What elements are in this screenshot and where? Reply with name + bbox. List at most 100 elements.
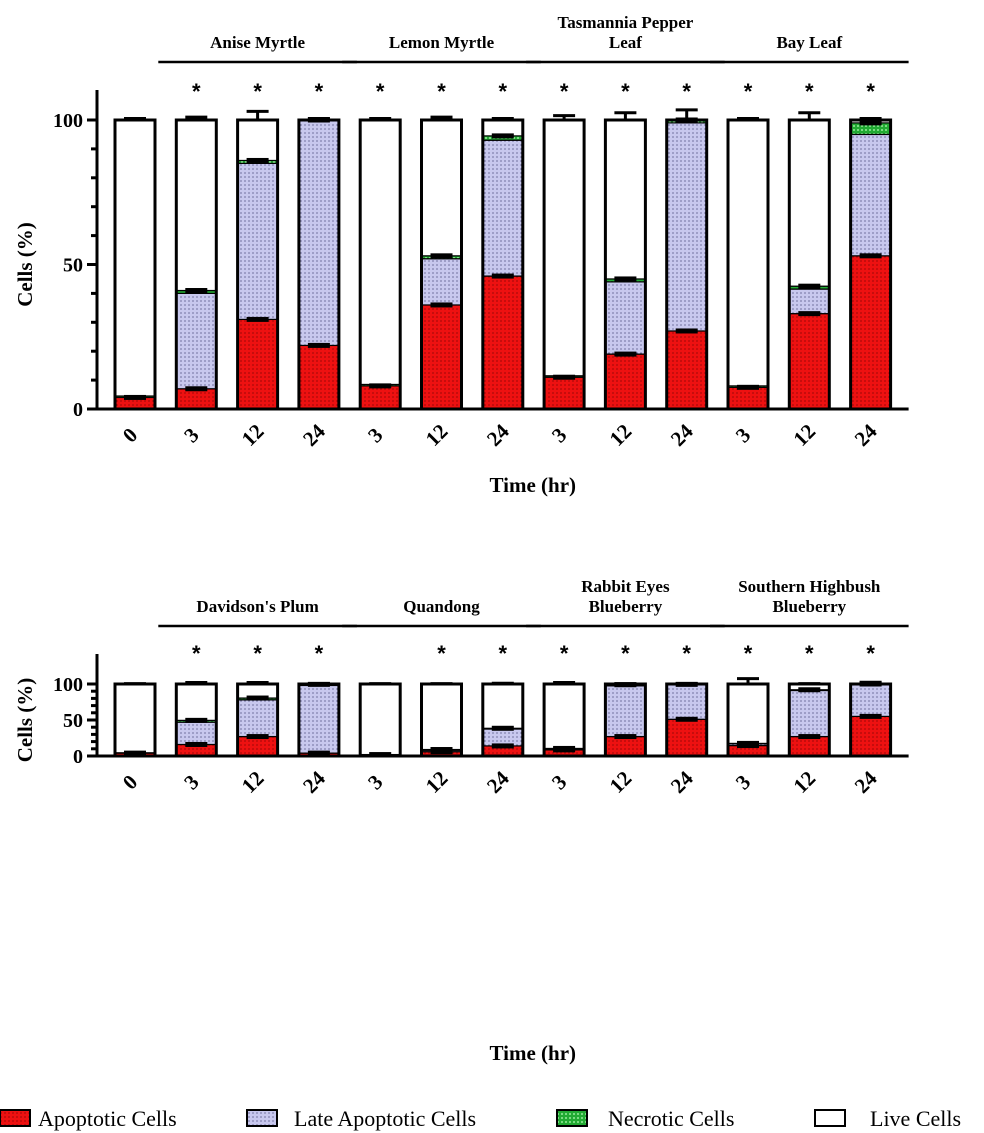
significance-star: * [621,79,630,104]
group-label: Quandong [403,597,480,616]
error-cap-inner [675,117,698,123]
error-cap-inner [185,288,208,294]
significance-star: * [744,641,753,666]
bar-segment-live [420,683,463,751]
error-cap-inner [859,713,882,719]
error-cap-inner [859,681,882,687]
error-cap-inner [614,734,637,740]
bar-segment-late [482,728,524,747]
top-chart-panel: 0 50 100 Cells (%) 0 3 * 12 * 24 * 3 * 12 * 24 * 3 * 12 * 24 *… [13,13,909,497]
error-cap-inner [491,743,514,749]
legend-swatch-necrotic [556,1109,588,1127]
error-cap-inner [369,752,392,758]
x-tick-label: 24 [482,766,514,798]
bar-segment-live [114,119,156,397]
y-tick-label: 0 [73,399,83,421]
significance-star: * [621,641,630,666]
group-label: Rabbit Eyes [581,577,670,596]
error-cap-inner [124,394,146,400]
bar-segment-apoptotic [420,304,463,410]
bar-segment-late [482,139,524,277]
group-label: Blueberry [772,597,846,616]
bar-segment-apoptotic [604,353,647,410]
significance-star: * [682,641,691,666]
significance-star: * [560,641,569,666]
significance-star: * [744,79,753,104]
bar-segment-apoptotic [482,275,524,410]
error-cap-inner [369,383,392,389]
significance-star: * [253,79,262,104]
bar-segment-live [482,683,524,729]
error-cap-inner [185,717,208,723]
error-cap-inner [737,740,759,746]
x-tick-label: 3 [547,770,571,794]
group-label: Blueberry [589,597,663,616]
x-tick-label: 24 [850,766,882,798]
bar-segment-late [849,683,892,718]
error-cap-inner [737,384,759,390]
bar-segment-apoptotic [237,318,279,410]
x-tick-label: 12 [421,419,453,451]
legend-swatch-apoptotic [0,1109,31,1127]
error-cap-inner [859,120,882,126]
x-tick-label: 12 [605,419,637,451]
error-cap-inner [307,342,330,348]
bottom-chart-panel: 0 50 100 Cells (%) 0 3 * 12 * 24 * 3 12 * 24 * 3 * 12 * 24 * 3… [13,577,909,1065]
error-cap-inner [185,741,208,747]
error-cap-inner [675,716,698,722]
significance-star: * [192,641,201,666]
bar-segment-late [604,281,647,355]
group-label: Southern Highbush [738,577,881,596]
bar-segment-apoptotic [788,313,830,410]
significance-star: * [499,641,508,666]
bar-segment-live [543,683,585,750]
x-tick-label: 3 [731,423,755,447]
significance-star: * [376,79,385,104]
x-tick-label: 0 [118,423,142,447]
significance-star: * [499,79,508,104]
x-tick-label: 12 [788,766,820,798]
error-cap-inner [798,734,821,740]
significance-star: * [805,79,814,104]
error-cap-inner [675,681,698,687]
error-cap-inner [491,725,514,731]
legend-label-live: Live Cells [870,1106,961,1131]
y-tick-label: 50 [63,255,83,277]
bar-segment-late [788,689,830,738]
x-tick-label: 12 [421,766,453,798]
bar-segment-live [788,119,830,287]
bar-segment-late [175,721,217,746]
legend-label-late: Late Apoptotic Cells [294,1106,476,1131]
error-cap-inner [675,328,698,334]
bar-segment-late [175,292,217,390]
bar-segment-late [849,133,892,257]
bar-segment-apoptotic [788,735,830,757]
bar-segment-late [666,684,708,720]
error-cap-inner [798,311,821,317]
group-label: Lemon Myrtle [389,33,495,52]
chart-legend: Apoptotic Cells Late Apoptotic Cells Necro… [0,1106,961,1131]
x-tick-label: 3 [179,770,203,794]
y-tick-label: 100 [53,110,83,132]
x-tick-label: 12 [237,766,269,798]
bar-segment-live [727,119,769,387]
x-tick-label: 3 [547,423,571,447]
bar-segment-apoptotic [175,388,217,410]
bar-segment-late [237,162,279,321]
error-cap-inner [246,157,269,163]
significance-star: * [560,79,569,104]
bar-segment-live [175,683,217,721]
x-tick-label: 12 [788,419,820,451]
x-axis-title: Time (hr) [490,1041,577,1065]
significance-star: * [805,641,814,666]
group-label: Bay Leaf [776,33,842,52]
y-axis-title: Cells (%) [13,678,37,763]
y-tick-label: 0 [73,746,83,768]
bar-segment-live [175,119,217,292]
bar-segment-late [237,699,279,738]
bar-segment-apoptotic [237,735,279,757]
error-cap-inner [430,253,453,259]
x-tick-label: 0 [118,770,142,794]
bar-segment-late [666,122,708,332]
